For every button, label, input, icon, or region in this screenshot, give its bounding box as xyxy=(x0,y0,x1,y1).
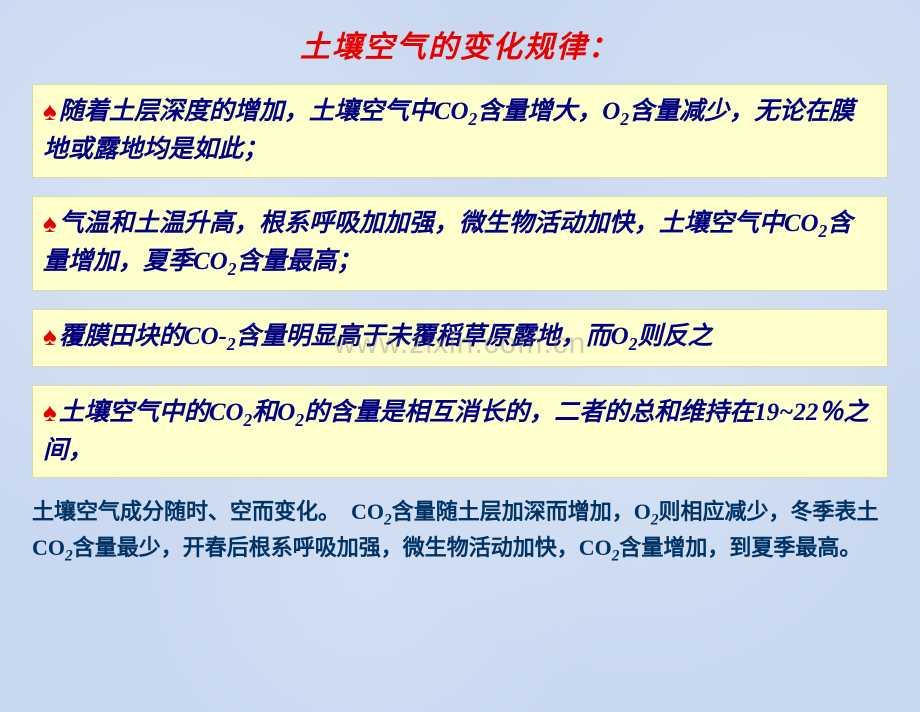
spade-icon: ♠ xyxy=(43,397,57,427)
footer-text: 土壤空气成分随时、空而变化。 CO2含量随土层加深而增加，O2则相应减少，冬季表… xyxy=(32,496,888,567)
box-text: 土壤空气中的CO2和O2的含量是相互消长的，二者的总和维持在19~22％之间， xyxy=(43,399,868,464)
content-boxes: ♠随着土层深度的增加，土壤空气中CO2含量增大，O2含量减少，无论在膜地或露地均… xyxy=(0,84,920,478)
box-text: 气温和土温升高，根系呼吸加加强，微生物活动加快，土壤空气中CO2含量增加，夏季C… xyxy=(43,210,852,275)
content-box-2: ♠气温和土温升高，根系呼吸加加强，微生物活动加快，土壤空气中CO2含量增加，夏季… xyxy=(32,196,888,292)
content-box-4: ♠土壤空气中的CO2和O2的含量是相互消长的，二者的总和维持在19~22％之间， xyxy=(32,385,888,479)
box-text: 随着土层深度的增加，土壤空气中CO2含量增大，O2含量减少，无论在膜地或露地均是… xyxy=(43,98,854,163)
content-box-3: ♠覆膜田块的CO-2含量明显高于未覆稻草原露地，而O2则反之 xyxy=(32,309,888,366)
box-text: 覆膜田块的CO-2含量明显高于未覆稻草原露地，而O2则反之 xyxy=(59,323,713,350)
page-title: 土壤空气的变化规律： xyxy=(0,22,920,66)
content-box-1: ♠随着土层深度的增加，土壤空气中CO2含量增大，O2含量减少，无论在膜地或露地均… xyxy=(32,84,888,178)
spade-icon: ♠ xyxy=(43,321,57,351)
spade-icon: ♠ xyxy=(43,208,57,238)
spade-icon: ♠ xyxy=(43,96,57,126)
